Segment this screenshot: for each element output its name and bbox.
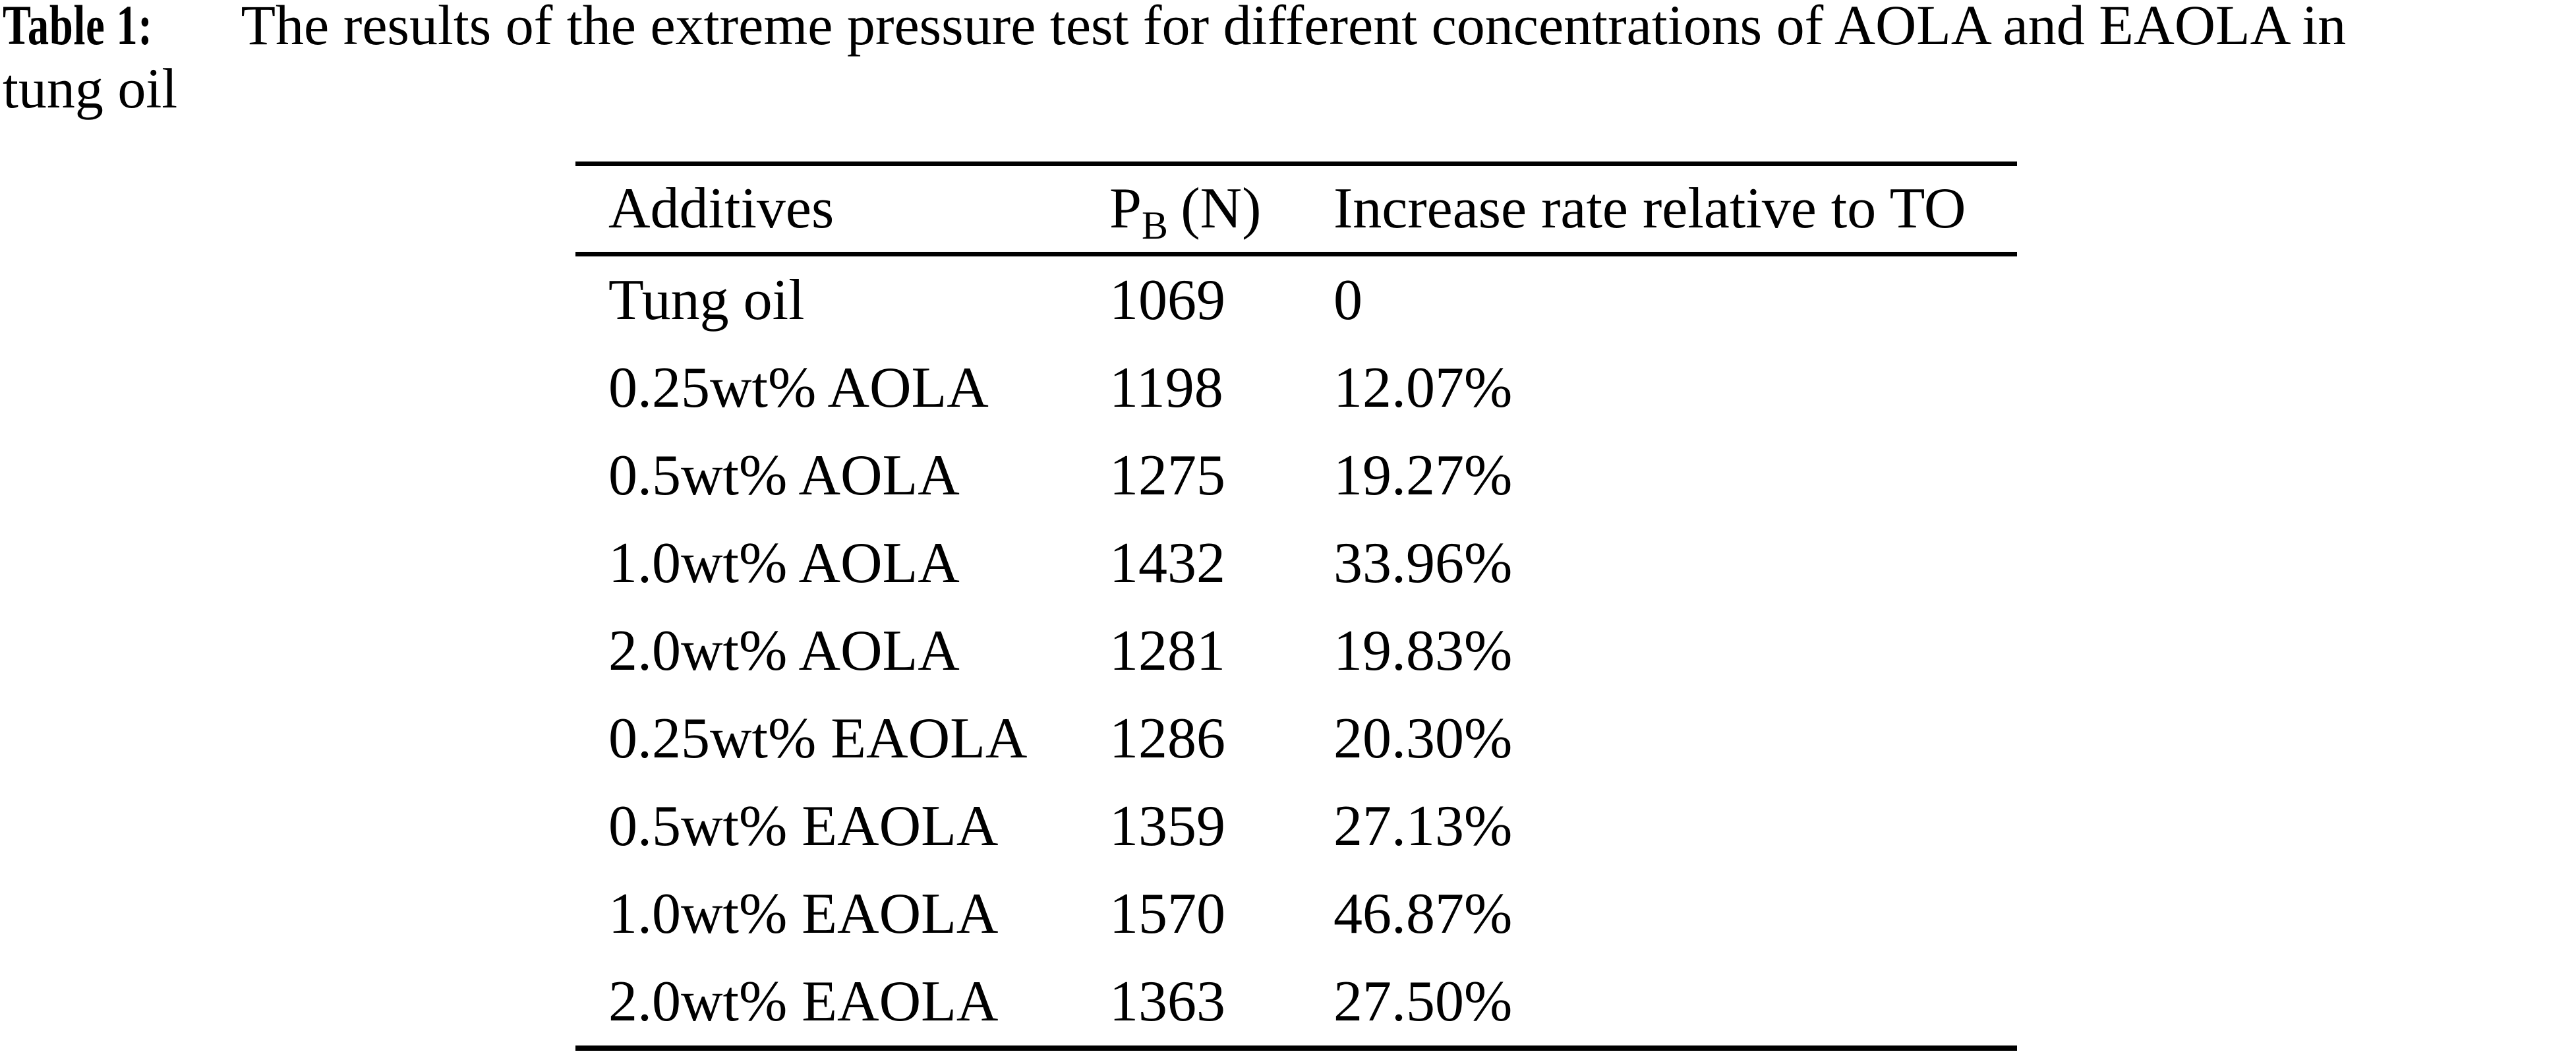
table-row: 2.0wt% EAOLA 1363 27.50% [575, 958, 2017, 1045]
cell-increase-rate: 0 [1333, 268, 1362, 332]
column-header-pb: PB (N) [1109, 177, 1333, 245]
cell-additive: 0.5wt% AOLA [608, 443, 960, 508]
table-caption: Table 1: The results of the extreme press… [3, 0, 2576, 120]
table-row: 0.5wt% AOLA 1275 19.27% [575, 432, 2017, 519]
table-bottom-rule [575, 1045, 2017, 1051]
table-row: 0.25wt% AOLA 1198 12.07% [575, 344, 2017, 432]
table-body: Tung oil 1069 0 0.25wt% AOLA 1198 12.07% 0.5wt… [575, 256, 2017, 1045]
cell-pb-value: 1432 [1109, 531, 1225, 595]
cell-pb-value: 1359 [1109, 794, 1225, 858]
table-row: 1.0wt% EAOLA 1570 46.87% [575, 870, 2017, 958]
table-header-row: Additives PB (N) Increase rate relative t… [575, 166, 2017, 252]
table-top-rule [575, 162, 2017, 166]
cell-additive: 1.0wt% AOLA [608, 531, 960, 595]
table-row: 0.5wt% EAOLA 1359 27.13% [575, 782, 2017, 870]
cell-increase-rate: 33.96% [1333, 531, 1513, 595]
column-header-increase-rate: Increase rate relative to TO [1333, 177, 1966, 241]
cell-additive: 2.0wt% EAOLA [608, 969, 999, 1034]
caption-text-line1: The results of the extreme pressure test… [241, 0, 2347, 57]
cell-pb-value: 1363 [1109, 969, 1225, 1034]
cell-pb-value: 1281 [1109, 618, 1225, 683]
cell-pb-value: 1069 [1109, 268, 1225, 332]
table-header-rule [575, 252, 2017, 256]
table-row: 1.0wt% AOLA 1432 33.96% [575, 519, 2017, 607]
column-header-additives: Additives [608, 177, 834, 241]
cell-additive: 2.0wt% AOLA [608, 618, 960, 683]
table-row: Tung oil 1069 0 [575, 256, 2017, 344]
caption-text-line2: tung oil [3, 57, 178, 120]
table-row: 0.25wt% EAOLA 1286 20.30% [575, 695, 2017, 782]
cell-additive: 0.5wt% EAOLA [608, 794, 999, 858]
cell-additive: Tung oil [608, 268, 805, 332]
cell-additive: 0.25wt% EAOLA [608, 706, 1028, 771]
cell-pb-value: 1198 [1109, 355, 1223, 420]
cell-increase-rate: 20.30% [1333, 706, 1513, 771]
results-table: Additives PB (N) Increase rate relative t… [575, 162, 2017, 1051]
table-row: 2.0wt% AOLA 1281 19.83% [575, 607, 2017, 695]
cell-increase-rate: 19.27% [1333, 443, 1513, 508]
cell-increase-rate: 27.13% [1333, 794, 1513, 858]
cell-pb-value: 1275 [1109, 443, 1225, 508]
cell-pb-value: 1286 [1109, 706, 1225, 771]
pb-unit: (N) [1181, 177, 1262, 241]
cell-additive: 0.25wt% AOLA [608, 355, 989, 420]
cell-increase-rate: 46.87% [1333, 881, 1513, 946]
cell-additive: 1.0wt% EAOLA [608, 881, 999, 946]
pb-subscript: B [1141, 203, 1168, 247]
cell-increase-rate: 19.83% [1333, 618, 1513, 683]
pb-symbol: P [1109, 177, 1142, 241]
cell-increase-rate: 12.07% [1333, 355, 1513, 420]
cell-increase-rate: 27.50% [1333, 969, 1513, 1034]
cell-pb-value: 1570 [1109, 881, 1225, 946]
caption-label: Table 1: [3, 0, 153, 57]
